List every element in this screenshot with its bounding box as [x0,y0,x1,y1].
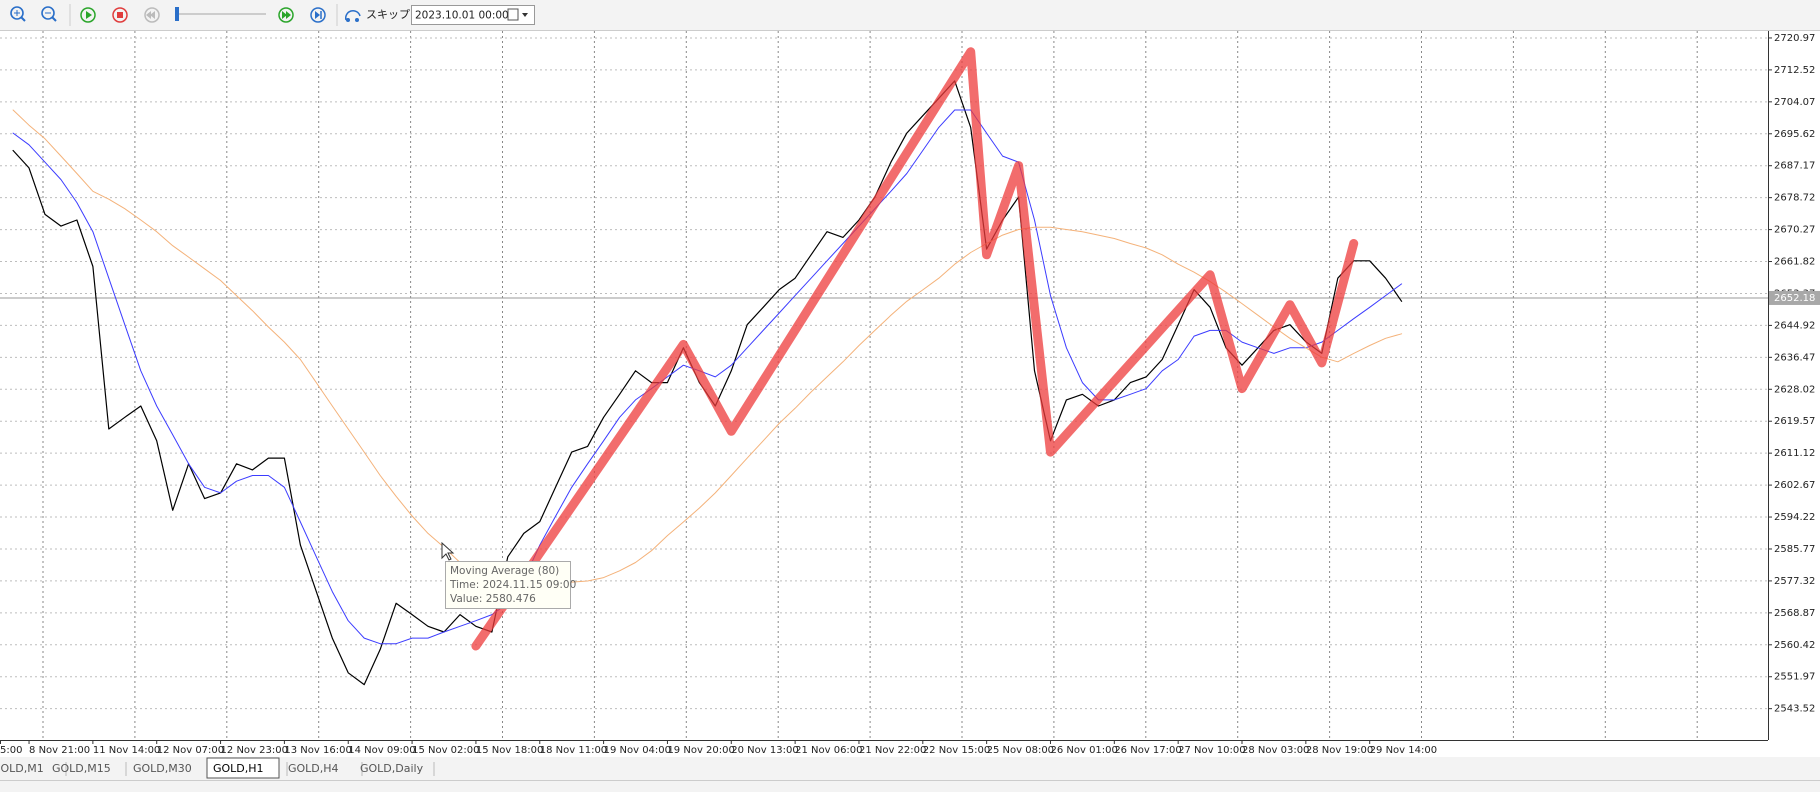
y-tick-label: 2636.47 [1774,352,1815,363]
y-tick-label: 2560.42 [1774,640,1815,651]
x-tick-label: 19 Nov 20:00 [667,745,734,756]
x-tick-label: 8 Nov 21:00 [29,745,90,756]
y-tick-label: 2628.02 [1774,384,1815,395]
date-box[interactable] [411,5,535,25]
x-tick-label: 21 Nov 22:00 [859,745,926,756]
y-tick-label: 2720.97 [1774,33,1815,44]
x-tick-label: 13 Nov 16:00 [284,745,351,756]
series-line [12,109,1403,645]
skip-icon[interactable] [344,10,361,22]
tab-bar [0,757,1820,780]
tooltip-value: Value: 2580.476 [450,593,536,605]
x-tick-label: 18 Nov 11:00 [540,745,607,756]
tooltip-title: Moving Average (80) [450,565,559,577]
x-tick-label: 28 Nov 03:00 [1242,745,1309,756]
x-tick-label: 20 Nov 13:00 [731,745,798,756]
zigzag-line [471,47,1359,651]
step-button[interactable] [310,7,326,23]
y-tick-label: 2543.52 [1774,704,1815,715]
last-price-label: 2652.18 [1774,293,1815,304]
x-tick-label: 21 Nov 06:00 [795,745,862,756]
y-tick-label: 2712.52 [1774,65,1815,76]
tab-active [206,757,280,779]
rewind-button [144,7,160,23]
zoom-in[interactable] [10,6,26,22]
cursor [441,541,455,561]
tooltip: Moving Average (80) Time: 2024.11.15 09:… [441,541,576,609]
tab[interactable]: GOLD,H1 [213,762,264,775]
y-tick-label: 2661.82 [1774,257,1815,268]
tab[interactable]: GOLD,H4 [288,762,339,775]
y-tick-label: 2678.72 [1774,193,1815,204]
x-tick-label: 15 Nov 02:00 [412,745,479,756]
plot-background [0,31,1768,740]
status-strip [0,780,1820,792]
y-tick-label: 2695.62 [1774,129,1815,140]
x-tick-label: 5:00 [0,745,22,756]
stop-button[interactable] [112,7,128,23]
tab[interactable]: GOLD,M1 [0,762,44,775]
tab[interactable]: GOLD,M15 [52,762,111,775]
x-tick-label: 29 Nov 14:00 [1370,745,1437,756]
x-tick-label: 11 Nov 14:00 [93,745,160,756]
play-button[interactable] [80,7,96,23]
x-tick-label: 27 Nov 10:00 [1178,745,1245,756]
tooltip-time: Time: 2024.11.15 09:00 [449,579,576,591]
x-tick-label: 12 Nov 23:00 [221,745,288,756]
y-tick-label: 2551.97 [1774,672,1815,683]
date-value[interactable]: 2023.10.01 00:00 [415,10,509,22]
y-tick-label: 2568.87 [1774,608,1815,619]
speed-slider[interactable] [175,7,266,21]
tooltip-box [445,561,571,609]
x-tick-label: 22 Nov 15:00 [923,745,990,756]
last-price-box [1769,290,1820,305]
x-tick-label: 25 Nov 08:00 [987,745,1054,756]
y-tick-label: 2585.77 [1774,544,1815,555]
x-tick-label: 26 Nov 17:00 [1114,745,1181,756]
tab[interactable]: GOLD,M30 [133,762,192,775]
chart-area: 2543.52 2551.97 2560.42 2568.87 2577.32 2585.… [0,31,1820,756]
series-line [12,109,1403,583]
y-tick-label: 2577.32 [1774,576,1815,587]
x-tick-label: 26 Nov 01:00 [1050,745,1117,756]
x-tick-label: 14 Nov 09:00 [348,745,415,756]
y-tick-label: 2704.07 [1774,97,1815,108]
y-tick-label: 2670.27 [1774,225,1815,236]
toolbar [0,0,1820,30]
tabs: GOLD,M1 GOLD,M15 GOLD,M30 GOLD,H1 GOLD,H4 GOL… [0,757,435,779]
y-tick-label: 2687.17 [1774,161,1815,172]
skip-label[interactable]: スキップ [366,8,410,21]
x-tick-label: 28 Nov 19:00 [1306,745,1373,756]
x-tick-label: 19 Nov 04:00 [604,745,671,756]
x-tick-label: 12 Nov 07:00 [157,745,224,756]
y-tick-label: 2611.12 [1774,448,1815,459]
y-tick-label: 2602.67 [1774,480,1815,491]
zoom-out[interactable] [41,6,57,22]
x-tick-label: 15 Nov 18:00 [476,745,543,756]
fast-forward-button[interactable] [278,7,294,23]
y-tick-label: 2644.92 [1774,320,1815,331]
calendar-icon[interactable] [507,8,528,21]
tab[interactable]: GOLD,Daily [360,762,424,775]
y-tick-label: 2619.57 [1774,416,1815,427]
y-tick-label: 2594.22 [1774,512,1815,523]
